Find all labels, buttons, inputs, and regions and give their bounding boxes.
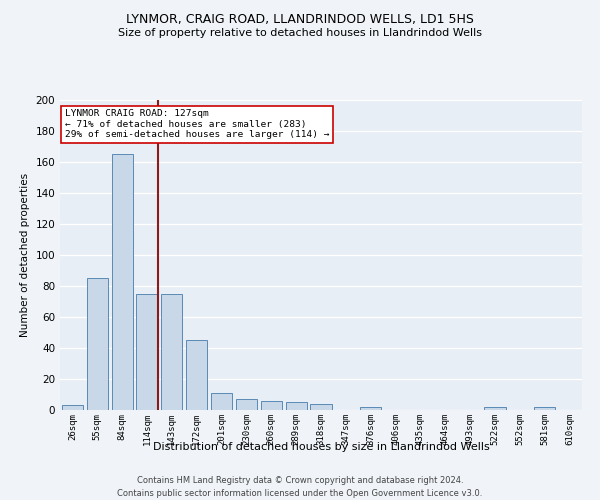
Bar (236, 399, 257, 410)
Bar (211, 393, 232, 410)
Bar (534, 407, 555, 410)
Text: Size of property relative to detached houses in Llandrindod Wells: Size of property relative to detached ho… (118, 28, 482, 38)
Bar (112, 154, 133, 410)
Bar (62, 406, 83, 410)
Bar (261, 400, 282, 410)
Bar (136, 294, 158, 410)
Text: Contains HM Land Registry data © Crown copyright and database right 2024.
Contai: Contains HM Land Registry data © Crown c… (118, 476, 482, 498)
Bar (310, 404, 332, 410)
Bar (87, 278, 108, 410)
Bar (161, 294, 182, 410)
Text: LYNMOR CRAIG ROAD: 127sqm
← 71% of detached houses are smaller (283)
29% of semi: LYNMOR CRAIG ROAD: 127sqm ← 71% of detac… (65, 110, 330, 139)
Text: Distribution of detached houses by size in Llandrindod Wells: Distribution of detached houses by size … (152, 442, 490, 452)
Bar (360, 407, 381, 410)
Y-axis label: Number of detached properties: Number of detached properties (20, 173, 30, 337)
Text: LYNMOR, CRAIG ROAD, LLANDRINDOD WELLS, LD1 5HS: LYNMOR, CRAIG ROAD, LLANDRINDOD WELLS, L… (126, 12, 474, 26)
Bar (484, 407, 506, 410)
Bar (186, 340, 207, 410)
Bar (286, 402, 307, 410)
